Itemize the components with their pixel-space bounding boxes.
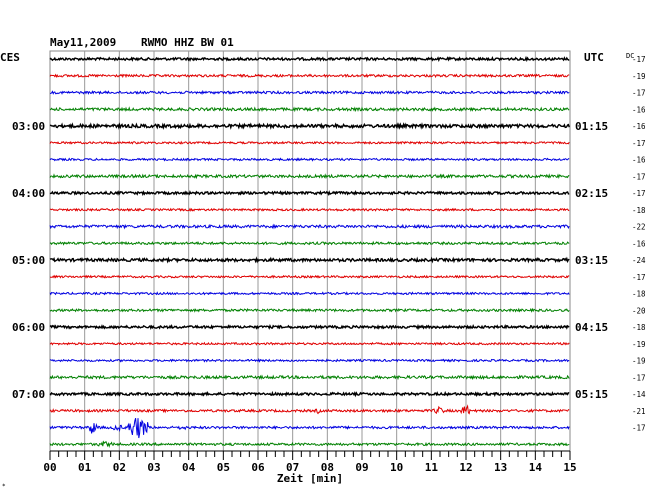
left-time-label: 07:00: [12, 388, 45, 401]
dc-offset-label: -16: [632, 156, 646, 165]
dc-offset-label: -19: [632, 72, 646, 81]
seismic-traces: [49, 55, 570, 449]
dc-offset-label: -17: [632, 424, 646, 433]
trace-line: [49, 240, 570, 246]
trace-line: [49, 173, 570, 180]
trace-line: [49, 274, 570, 279]
trace-line: [49, 190, 570, 197]
trace-line: [49, 307, 570, 313]
x-tick-label: 10: [390, 461, 403, 474]
x-tick-label: 13: [494, 461, 507, 474]
trace-line: [49, 374, 570, 381]
dc-offset-label: -17: [632, 139, 646, 148]
dc-offset-label: -16: [632, 122, 646, 131]
dc-offset-label: -14: [632, 390, 646, 399]
x-axis-label: Zeit [min]: [277, 472, 343, 485]
x-tick-label: 14: [529, 461, 543, 474]
station-label: RWMO HHZ BW 01: [141, 36, 234, 49]
dc-offset-label: -24: [632, 256, 646, 265]
dc-offset-label: -19: [632, 357, 646, 366]
x-tick-label: 12: [459, 461, 472, 474]
trace-line: [49, 291, 570, 296]
x-tick-label: 08: [321, 461, 334, 474]
right-time-label: 03:15: [575, 254, 608, 267]
left-time-label: 05:00: [12, 254, 45, 267]
x-tick-label: 11: [425, 461, 439, 474]
trace-line: [49, 323, 570, 331]
x-tick-label: 04: [182, 461, 196, 474]
trace-line: [49, 404, 570, 415]
x-tick-label: 03: [147, 461, 160, 474]
trace-line: [49, 358, 570, 363]
right-timezone-label: UTC: [584, 51, 604, 64]
x-tick-label: 02: [113, 461, 126, 474]
x-tick-label: 07: [286, 461, 299, 474]
trace-line: [49, 440, 570, 449]
x-tick-label: 15: [563, 461, 576, 474]
dc-offset-label: -18: [632, 290, 646, 299]
right-time-label: 02:15: [575, 187, 608, 200]
trace-line: [49, 140, 570, 145]
dc-offset-label: -17: [632, 55, 646, 64]
dc-offset-label: -18: [632, 206, 646, 215]
plot-grid: [49, 50, 571, 452]
left-time-label: 06:00: [12, 321, 45, 334]
left-timezone-label: CES: [0, 51, 20, 64]
date-label: May11,2009: [50, 36, 116, 49]
trace-line: [49, 157, 570, 162]
x-tick-label: 09: [355, 461, 368, 474]
trace-line: [49, 55, 570, 63]
dc-offset-label: -17: [632, 373, 646, 382]
dc-offset-label: -16: [632, 105, 646, 114]
dc-offset-label: -20: [632, 306, 646, 315]
trace-line: [49, 207, 570, 212]
trace-line: [49, 341, 570, 346]
trace-line: [49, 89, 570, 96]
x-tick-label: 01: [78, 461, 92, 474]
dc-offset-label: -22: [632, 223, 646, 232]
trace-line: [49, 73, 570, 79]
dc-offset-label: -17: [632, 172, 646, 181]
dc-offset-label: -21: [632, 407, 646, 416]
trace-line: [49, 223, 570, 230]
x-axis: 00 01 02 03 04 05 06 07 08 09 10 11 12 13 14 15: [43, 450, 577, 474]
x-tick-label: 06: [251, 461, 265, 474]
dc-offset-label: -17: [632, 273, 646, 282]
dc-label: DC: [626, 52, 634, 60]
right-time-label: 01:15: [575, 120, 608, 133]
dc-offset-label: -16: [632, 239, 646, 248]
trace-line: [49, 418, 570, 439]
right-time-label: 05:15: [575, 388, 608, 401]
trace-labels: 03:00 04:00 05:00 06:00 07:00 01:15 02:15 03:15…: [12, 55, 646, 433]
trace-line: [49, 390, 570, 398]
x-tick-label: 00: [43, 461, 56, 474]
x-tick-label: 05: [217, 461, 230, 474]
dc-offset-label: -17: [632, 189, 646, 198]
trace-line: [49, 256, 570, 264]
dc-offset-label: -19: [632, 340, 646, 349]
dc-offset-label: -17: [632, 89, 646, 98]
plot-frame: [49, 50, 571, 452]
trace-line: [49, 106, 570, 113]
left-time-label: 04:00: [12, 187, 45, 200]
dc-offset-label: -18: [632, 323, 646, 332]
right-time-label: 04:15: [575, 321, 608, 334]
left-time-label: 03:00: [12, 120, 45, 133]
trace-line: [49, 122, 570, 130]
corner-mark: *: [2, 483, 6, 490]
